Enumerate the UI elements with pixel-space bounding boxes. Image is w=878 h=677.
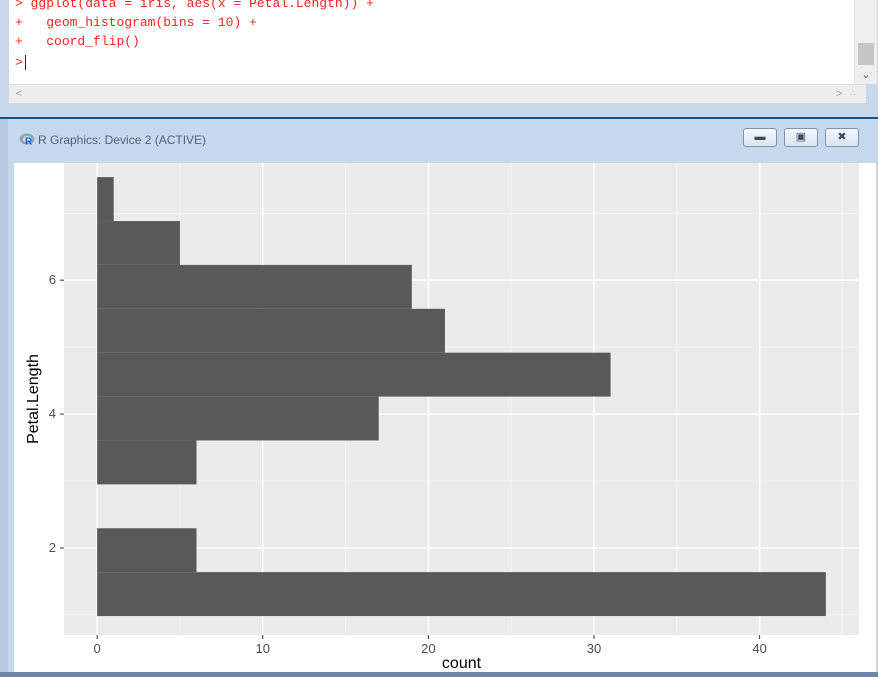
r-logo-icon: R [19, 133, 35, 146]
console-line-4[interactable]: > [15, 55, 26, 71]
y-tick-label: 6 [49, 272, 56, 287]
vertical-scrollbar[interactable]: ⌄ [854, 0, 877, 84]
histogram-bar [97, 177, 114, 222]
histogram-bar [97, 440, 197, 485]
x-axis-label: count [442, 655, 482, 672]
histogram-bars [97, 177, 826, 617]
histogram-bar [97, 396, 379, 441]
chevron-right-icon[interactable]: > [835, 88, 843, 100]
horizontal-scrollbar[interactable]: < > ∴ [9, 84, 866, 103]
x-tick-label: 30 [587, 641, 601, 656]
console-line-1: > ggplot(data = iris, aes(x = Petal.Leng… [15, 0, 374, 11]
minimize-button[interactable]: ▬ [743, 128, 777, 147]
console-code: ggplot(data = iris, aes(x = Petal.Length… [30, 0, 374, 11]
y-tick-label: 4 [49, 406, 56, 421]
minimize-icon: ▬ [754, 131, 766, 143]
histogram-bar [97, 352, 611, 397]
chevron-down-icon[interactable]: ⌄ [861, 69, 871, 81]
console-prompt: > [15, 55, 23, 70]
histogram-bar [97, 308, 445, 353]
graphics-window: R R Graphics: Device 2 (ACTIVE) ▬ ▣ ✖ 0 1… [0, 117, 878, 672]
x-tick-label: 10 [256, 641, 270, 656]
console-output[interactable]: > ggplot(data = iris, aes(x = Petal.Leng… [9, 0, 877, 84]
r-logo-letter: R [25, 137, 33, 147]
histogram-bar [97, 572, 826, 617]
resize-grip-icon[interactable]: ∴ [850, 88, 856, 98]
maximize-icon: ▣ [795, 131, 807, 143]
console-line-3: + coord_flip() [15, 34, 140, 49]
x-tick-label: 40 [752, 641, 766, 656]
close-icon: ✖ [837, 131, 847, 143]
histogram-bar [97, 221, 180, 265]
scroll-thumb[interactable] [858, 43, 874, 65]
window-title: R Graphics: Device 2 (ACTIVE) [38, 133, 207, 147]
title-bar[interactable]: R R Graphics: Device 2 (ACTIVE) ▬ ▣ ✖ [8, 119, 878, 161]
chevron-left-icon[interactable]: < [15, 88, 23, 100]
console-window: > ggplot(data = iris, aes(x = Petal.Leng… [0, 0, 878, 117]
console-prompt: + [15, 34, 23, 49]
plot-area: 0 10 20 30 40 2 4 6 Petal.Length count [14, 163, 876, 672]
y-tick-label: 2 [49, 540, 56, 555]
x-tick-label: 20 [421, 641, 435, 656]
x-tick-label: 0 [94, 641, 101, 656]
console-prompt: > [15, 0, 23, 11]
console-code: coord_flip() [30, 34, 140, 49]
close-button[interactable]: ✖ [825, 128, 859, 147]
axes: 0 10 20 30 40 2 4 6 [49, 272, 767, 656]
histogram-chart: 0 10 20 30 40 2 4 6 Petal.Length count [25, 163, 859, 672]
window-frame [0, 119, 8, 672]
text-cursor [24, 55, 26, 71]
histogram-bar [97, 528, 197, 573]
console-line-2: + geom_histogram(bins = 10) + [15, 15, 257, 30]
y-axis-label: Petal.Length [25, 354, 42, 444]
console-prompt: + [15, 15, 23, 30]
console-code: geom_histogram(bins = 10) + [30, 15, 257, 30]
histogram-bar [97, 264, 412, 309]
maximize-button[interactable]: ▣ [784, 128, 818, 147]
